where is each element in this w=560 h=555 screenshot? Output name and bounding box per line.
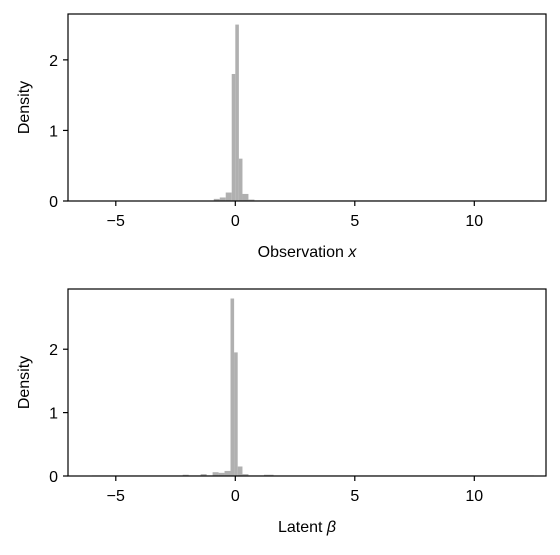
plot-frame (67, 288, 547, 477)
chart-panel-2: −5 0 5 10 0 1 2 Latent β Density (16, 288, 547, 536)
x-axis-label-text: Latent (278, 519, 327, 536)
histogram-bar (230, 298, 235, 476)
histogram-bar (234, 352, 238, 476)
histogram-bar (218, 472, 225, 476)
x-axis-label-text: Observation (258, 244, 349, 261)
histogram-bar (219, 197, 226, 201)
histogram-bar (237, 466, 243, 476)
x-tick-label: 10 (465, 488, 483, 505)
y-tick-label: 2 (49, 342, 58, 359)
histogram-bar (224, 470, 231, 476)
x-tick-label: −5 (107, 213, 125, 230)
histogram-bar (238, 158, 243, 201)
y-tick-label: 1 (49, 406, 58, 423)
x-tick-label: 0 (231, 488, 240, 505)
histogram-bar (200, 474, 207, 476)
y-tick-label: 0 (49, 194, 58, 211)
y-axis-label: Density (16, 356, 33, 409)
histogram-bar (248, 199, 255, 201)
x-axis-label-variable: x (347, 244, 357, 261)
histogram-bar (242, 474, 249, 476)
x-tick-label: 5 (350, 213, 359, 230)
y-tick-label: 0 (49, 469, 58, 486)
x-tick-label: 5 (350, 488, 359, 505)
x-axis-label: Observation x (258, 244, 358, 261)
plot-frame (67, 13, 547, 202)
histogram-bar (263, 474, 274, 476)
histogram-bar (235, 24, 239, 202)
histogram-bar (182, 474, 189, 476)
histogram-bar (231, 73, 236, 201)
x-tick-label: −5 (107, 488, 125, 505)
histogram-bar (212, 472, 219, 476)
histogram-bar (213, 198, 220, 201)
y-axis-label: Density (16, 81, 33, 134)
x-axis-label: Latent β (278, 519, 336, 536)
histogram-bar (242, 193, 249, 201)
y-tick-label: 2 (49, 53, 58, 70)
x-tick-label: 0 (231, 213, 240, 230)
x-tick-label: 10 (465, 213, 483, 230)
x-axis-label-variable: β (326, 519, 336, 536)
y-tick-label: 1 (49, 123, 58, 140)
histogram-bar (225, 192, 232, 201)
chart-panel-1: −5 0 5 10 0 1 2 Observation x Density (16, 13, 547, 261)
